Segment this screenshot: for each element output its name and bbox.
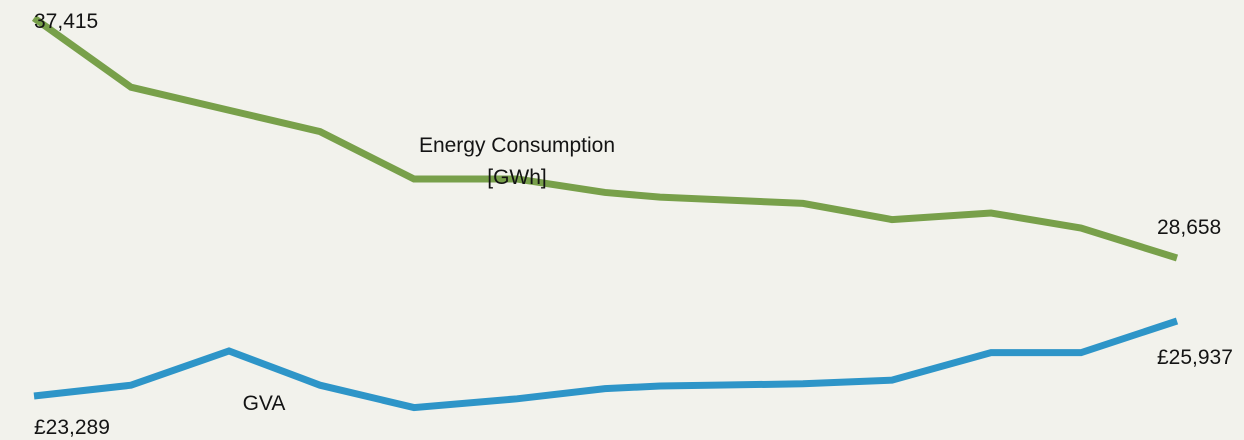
energy-consumption-end-label: 28,658 — [1157, 216, 1221, 239]
energy-consumption-label-line-1: Energy Consumption — [419, 134, 615, 157]
energy-consumption-label-line-2: [GWh] — [487, 166, 547, 189]
energy-consumption-line — [31, 15, 1179, 262]
gva-end-label: £25,937 — [1157, 346, 1233, 369]
gva-start-label: £23,289 — [34, 416, 110, 439]
energy-consumption-start-label: 37,415 — [34, 10, 98, 33]
gva-line — [33, 317, 1179, 412]
gva-label: GVA — [243, 392, 286, 415]
